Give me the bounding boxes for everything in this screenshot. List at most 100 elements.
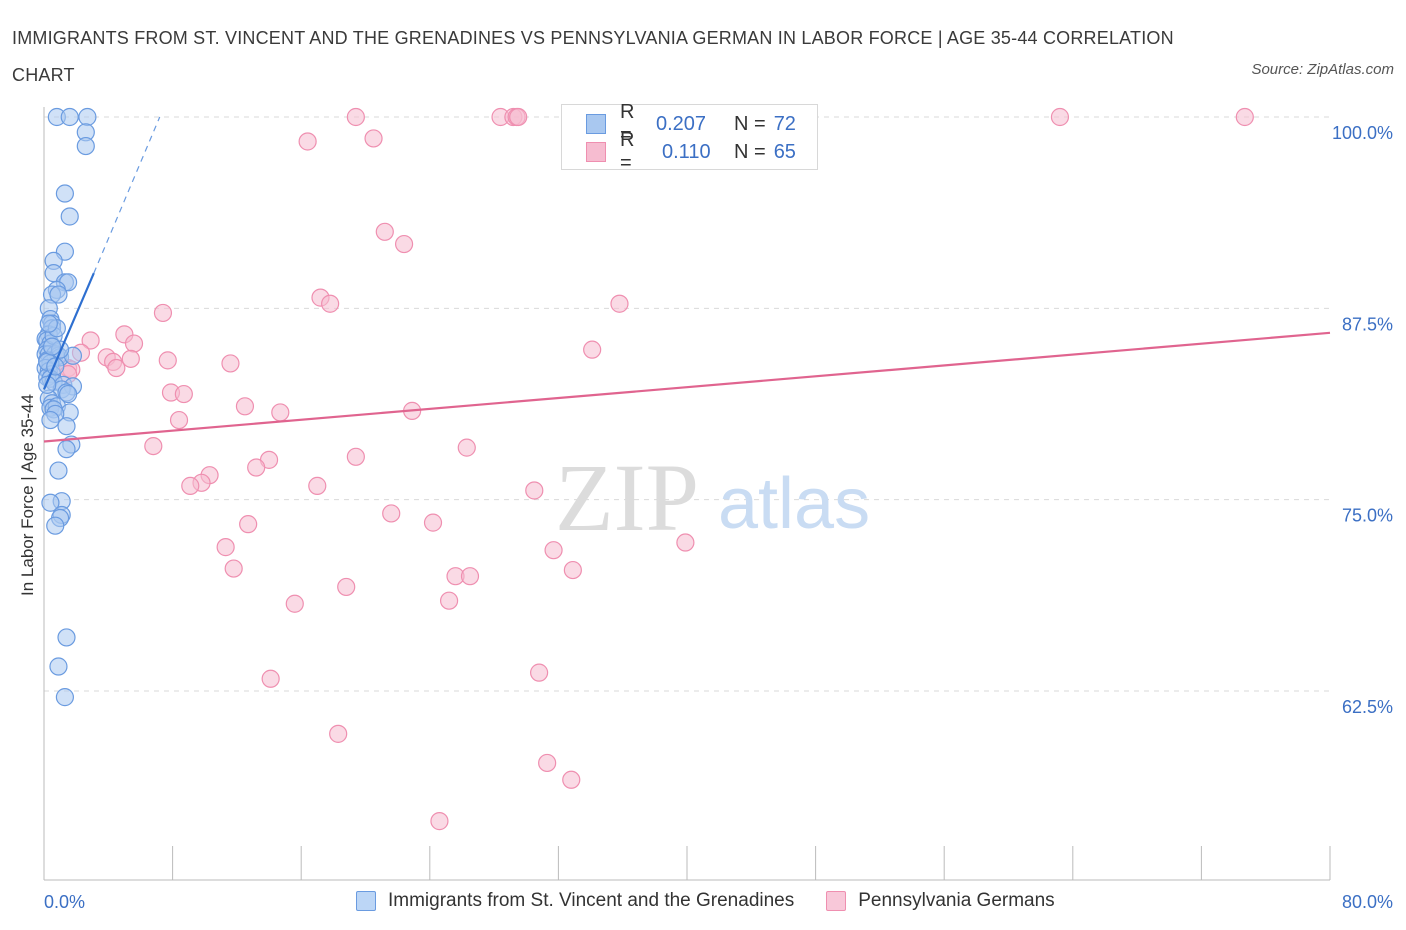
- point-st-vincent: [55, 688, 74, 707]
- point-pennsylvania-germans: [308, 476, 327, 495]
- point-st-vincent: [78, 107, 97, 127]
- r-label: R =: [620, 101, 635, 146]
- blue-swatch: [356, 891, 376, 911]
- point-st-vincent: [60, 107, 79, 127]
- point-pennsylvania-germans: [439, 591, 459, 610]
- point-pennsylvania-germans: [174, 384, 193, 404]
- point-st-vincent: [49, 461, 68, 480]
- point-pennsylvania-germans: [563, 560, 582, 580]
- point-st-vincent: [57, 440, 76, 459]
- point-pennsylvania-germans: [610, 294, 629, 313]
- trendlines: [42, 116, 1331, 443]
- n-label: N =: [734, 112, 766, 135]
- y-tick-label: 62.5%: [1342, 697, 1393, 717]
- point-pennsylvania-germans: [181, 476, 200, 495]
- n-value-pink: 65: [773, 140, 796, 163]
- point-pennsylvania-germans: [382, 504, 401, 523]
- watermark-zip: ZIP: [555, 444, 699, 551]
- legend-row-pink: R = 0.110 N = 65: [586, 129, 796, 174]
- point-pennsylvania-germans: [271, 403, 290, 422]
- point-pennsylvania-germans: [676, 533, 695, 552]
- y-tick-label: 100.0%: [1332, 123, 1393, 143]
- point-pennsylvania-germans: [525, 481, 544, 500]
- legend-item-st-vincent: Immigrants from St. Vincent and the Gren…: [356, 890, 794, 912]
- r-value-pink: 0.110: [662, 140, 711, 163]
- r-label: R =: [620, 129, 635, 174]
- trendline-pennsylvania-germans: [43, 331, 1331, 443]
- point-pennsylvania-germans: [583, 340, 602, 359]
- series-st-vincent: [36, 107, 97, 707]
- point-pennsylvania-germans: [224, 559, 243, 578]
- point-pennsylvania-germans: [285, 594, 304, 613]
- point-pennsylvania-germans: [460, 567, 480, 586]
- x-tick-label: 80.0%: [1342, 892, 1393, 912]
- point-pennsylvania-germans: [235, 397, 255, 416]
- axis-layer: [43, 107, 1331, 881]
- point-pennsylvania-germans: [530, 663, 549, 682]
- point-pennsylvania-germans: [538, 753, 557, 773]
- chart-title: IMMIGRANTS FROM ST. VINCENT AND THE GREN…: [12, 28, 1174, 85]
- point-st-vincent: [59, 384, 78, 404]
- legend-label-pennsylvania-germans: Pennsylvania Germans: [858, 890, 1055, 911]
- point-st-vincent: [55, 184, 74, 203]
- tick-labels: 62.5% 75.0% 87.5% 100.0% 0.0% 80.0%: [44, 123, 1393, 912]
- y-tick-label: 87.5%: [1342, 314, 1393, 334]
- point-pennsylvania-germans: [337, 577, 356, 597]
- watermark-atlas: atlas: [718, 464, 870, 544]
- point-pennsylvania-germans: [544, 541, 563, 560]
- point-pennsylvania-germans: [394, 234, 414, 254]
- point-pennsylvania-germans: [298, 132, 317, 151]
- point-st-vincent: [49, 657, 68, 676]
- point-pennsylvania-germans: [329, 724, 348, 743]
- x-tick-label: 0.0%: [44, 892, 85, 912]
- point-st-vincent: [60, 207, 79, 226]
- y-axis-label: In Labor Force | Age 35-44: [18, 394, 38, 596]
- point-pennsylvania-germans: [247, 458, 266, 477]
- point-st-vincent: [46, 516, 65, 535]
- series-legend: Immigrants from St. Vincent and the Gren…: [356, 890, 1087, 912]
- point-pennsylvania-germans: [124, 334, 144, 353]
- point-st-vincent: [38, 375, 57, 394]
- point-pennsylvania-germans: [457, 438, 476, 457]
- point-pennsylvania-germans: [81, 331, 100, 350]
- point-pennsylvania-germans: [158, 351, 177, 370]
- point-pennsylvania-germans: [144, 436, 163, 456]
- point-pennsylvania-germans: [121, 349, 140, 368]
- point-pennsylvania-germans: [430, 812, 449, 831]
- point-st-vincent: [41, 493, 60, 512]
- legend-row-blue: R = 0.207 N = 72: [586, 101, 796, 146]
- point-st-vincent: [41, 410, 60, 430]
- point-st-vincent: [76, 136, 95, 156]
- point-st-vincent: [57, 628, 76, 647]
- n-value-blue: 72: [773, 112, 796, 135]
- point-pennsylvania-germans: [1050, 107, 1070, 127]
- point-pennsylvania-germans: [153, 303, 173, 323]
- point-pennsylvania-germans: [321, 294, 340, 313]
- point-pennsylvania-germans: [375, 222, 394, 241]
- trendline-st-vincent: [42, 272, 95, 390]
- r-value-blue: 0.207: [656, 112, 707, 135]
- point-pennsylvania-germans: [423, 513, 443, 532]
- point-pennsylvania-germans: [221, 354, 240, 373]
- point-pennsylvania-germans: [346, 447, 365, 466]
- pink-swatch: [586, 142, 606, 162]
- point-pennsylvania-germans: [261, 669, 280, 688]
- point-pennsylvania-germans: [239, 515, 258, 534]
- point-pennsylvania-germans: [562, 770, 581, 789]
- legend-item-pennsylvania-germans: Pennsylvania Germans: [826, 890, 1055, 912]
- point-pennsylvania-germans: [364, 129, 383, 148]
- y-axis-label-text: In Labor Force | Age 35-44: [18, 394, 37, 596]
- correlation-legend: R = 0.207 N = 72 R = 0.110 N = 65: [561, 101, 818, 174]
- point-pennsylvania-germans: [107, 358, 126, 378]
- source-label: Source: ZipAtlas.com: [1251, 61, 1394, 78]
- trendline-st-vincent-projection: [93, 116, 161, 274]
- legend-label-st-vincent: Immigrants from St. Vincent and the Gren…: [388, 890, 795, 911]
- n-label: N =: [734, 140, 766, 163]
- point-st-vincent: [39, 314, 58, 333]
- point-pennsylvania-germans: [169, 410, 189, 430]
- point-pennsylvania-germans: [1235, 107, 1254, 127]
- point-st-vincent: [49, 285, 68, 304]
- point-st-vincent: [42, 337, 62, 356]
- point-pennsylvania-germans: [509, 107, 528, 127]
